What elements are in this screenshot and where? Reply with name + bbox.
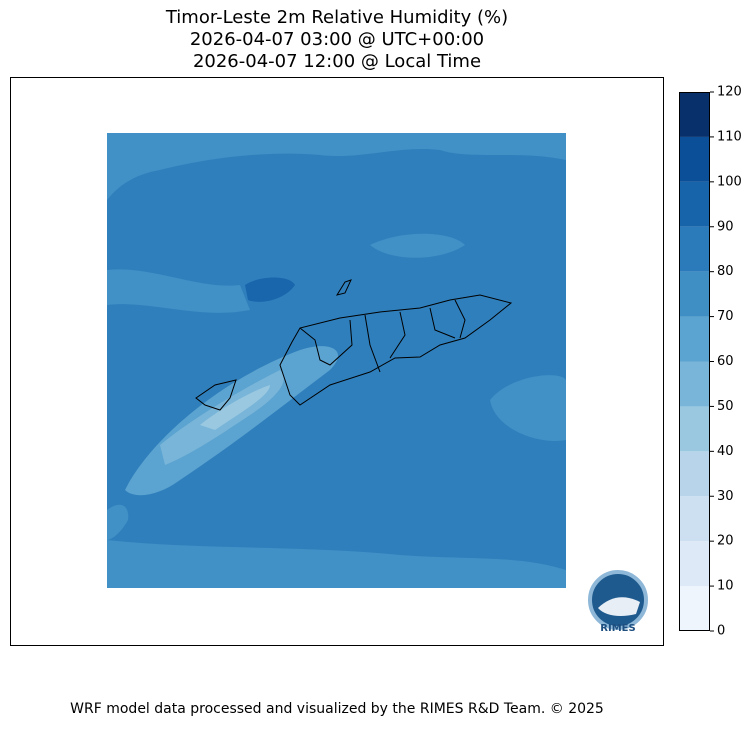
- colorbar-tick-label: 90: [717, 219, 734, 234]
- footer: WRF model data processed and visualized …: [70, 701, 604, 717]
- colorbar-bin: [679, 316, 710, 362]
- colorbar-tick-label: 80: [717, 264, 734, 279]
- colorbar-bin: [679, 406, 710, 452]
- colorbar-bin: [679, 361, 710, 407]
- colorbar-bin: [679, 586, 710, 631]
- title-line: Timor-Leste 2m Relative Humidity (%): [165, 7, 508, 28]
- colorbar-tick-label: 40: [717, 444, 734, 459]
- logo: RIMES: [588, 570, 648, 634]
- field-band: [107, 269, 250, 313]
- colorbar-tick-label: 30: [717, 489, 734, 504]
- colorbar-bin: [679, 451, 710, 497]
- title-line: 2026-04-07 12:00 @ Local Time: [193, 51, 481, 72]
- boundaries: [195, 279, 513, 411]
- colorbar-bin: [679, 92, 710, 137]
- colorbar-tick-label: 110: [717, 129, 742, 144]
- colorbar-bin: [679, 226, 710, 272]
- colorbar-bin: [679, 271, 710, 317]
- field-band: [107, 540, 566, 588]
- colorbar-tick-label: 0: [717, 624, 725, 639]
- title-line: 2026-04-07 03:00 @ UTC+00:00: [190, 29, 484, 50]
- colorbar-bin: [679, 181, 710, 227]
- logo-label: RIMES: [600, 623, 635, 634]
- colorbar-frame: [679, 92, 710, 631]
- colorbar-tick-label: 70: [717, 309, 734, 324]
- colorbar-bin: [679, 541, 710, 587]
- colorbar-tick-label: 50: [717, 399, 734, 414]
- colorbar-tick-label: 20: [717, 534, 734, 549]
- colorbar-bin: [679, 136, 710, 182]
- colorbar-bin: [679, 496, 710, 542]
- map: RIMES: [10, 77, 664, 646]
- colorbar-tick-label: 100: [717, 174, 742, 189]
- field-band: [370, 233, 465, 258]
- colorbar-tick-label: 60: [717, 354, 734, 369]
- field-band: [107, 133, 566, 200]
- colorbar-tick-label: 120: [717, 85, 742, 100]
- colorbar-tick-label: 10: [717, 579, 734, 594]
- field-band: [107, 504, 129, 540]
- colorbar: 0 10 20 30 40 50 60 70 80 90 100 110 120: [679, 85, 742, 639]
- field-band: [200, 385, 270, 430]
- field-band: [490, 375, 566, 441]
- field-patch: [245, 277, 295, 302]
